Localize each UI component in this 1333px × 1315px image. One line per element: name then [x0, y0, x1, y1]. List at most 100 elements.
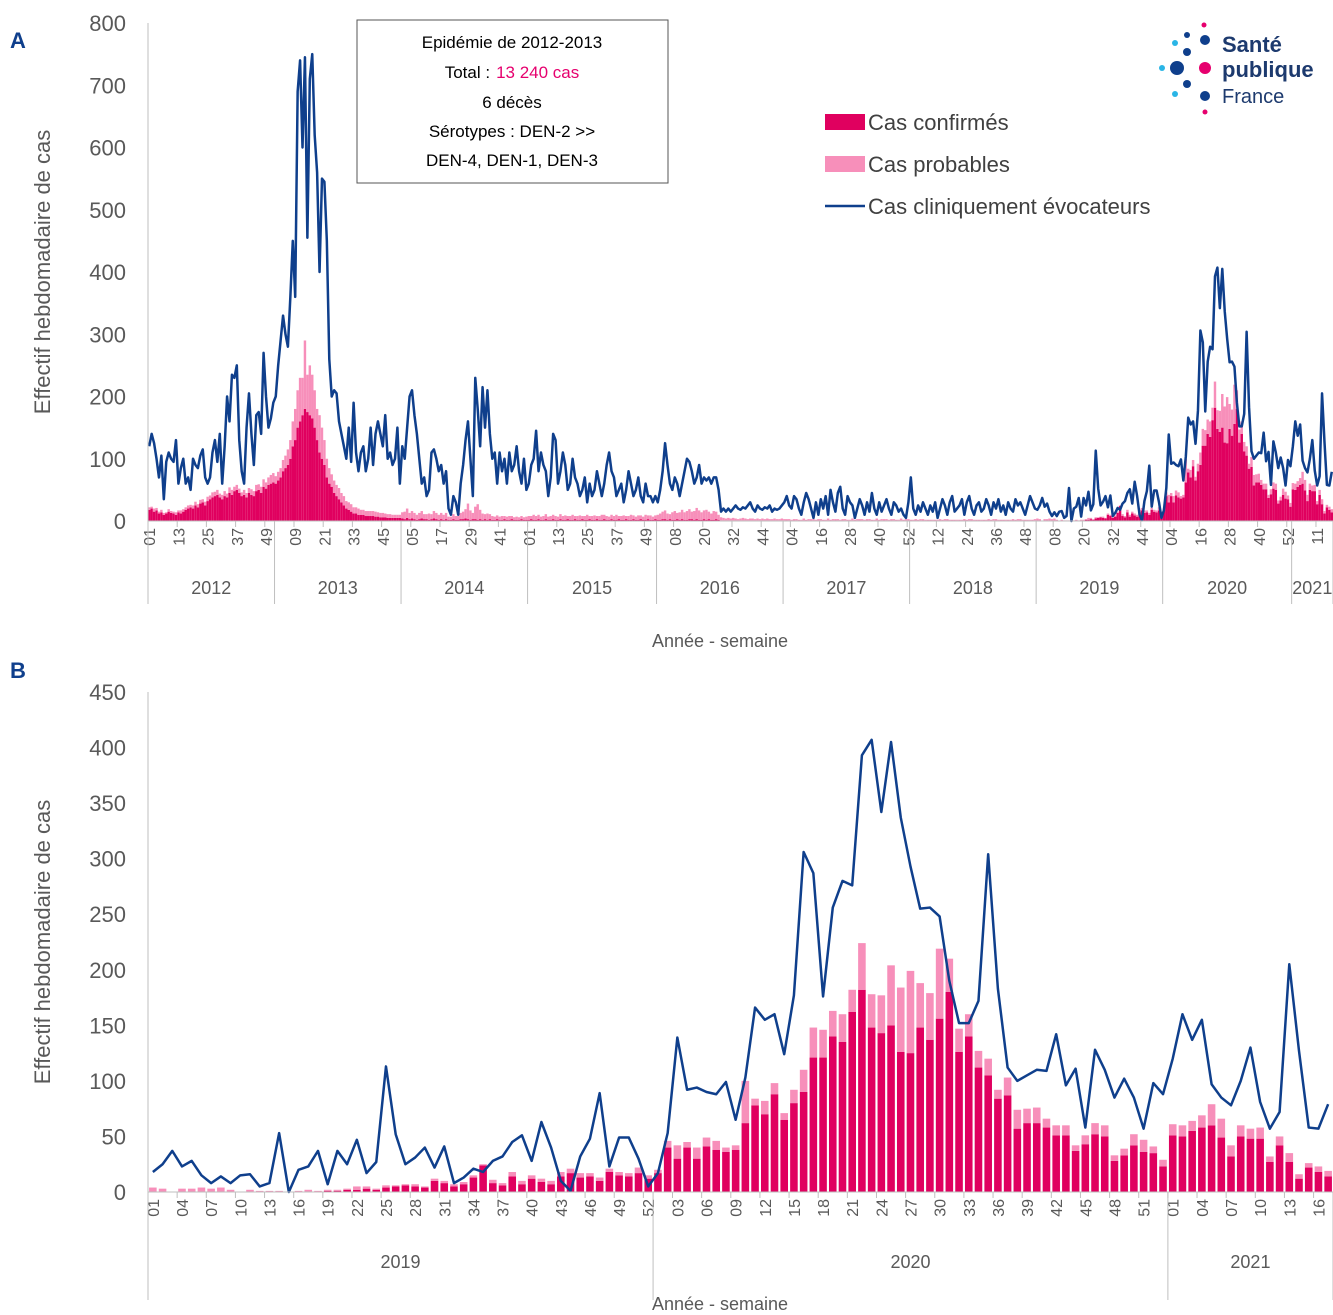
- bar: [411, 1186, 419, 1192]
- bar: [992, 519, 995, 521]
- bar: [1286, 495, 1290, 500]
- bar: [240, 492, 243, 497]
- bar: [1194, 480, 1197, 521]
- bar: [668, 519, 672, 521]
- bar: [1267, 497, 1270, 521]
- bar: [634, 516, 638, 520]
- bar: [819, 519, 823, 521]
- bar: [366, 511, 370, 517]
- bar: [242, 489, 246, 495]
- bar: [518, 1184, 526, 1192]
- bar: [1143, 510, 1146, 513]
- bar: [753, 519, 757, 521]
- bar: [1152, 511, 1156, 521]
- bar: [731, 1149, 740, 1192]
- bar: [382, 1185, 390, 1188]
- bar: [931, 519, 934, 521]
- y-tick-label: 300: [89, 322, 126, 347]
- bar: [1114, 515, 1117, 517]
- bar: [1184, 482, 1188, 521]
- bar: [242, 494, 246, 521]
- bar: [240, 496, 243, 521]
- bar: [1118, 506, 1122, 521]
- bar: [1159, 1159, 1167, 1167]
- bar: [410, 511, 414, 519]
- x-tick-label: 48: [1107, 1199, 1124, 1217]
- bar: [208, 499, 212, 521]
- bar: [1014, 519, 1017, 521]
- bar: [179, 513, 183, 521]
- bar: [303, 408, 307, 521]
- bar: [722, 1152, 730, 1192]
- bar: [381, 512, 385, 518]
- x-tick-label: 40: [1252, 528, 1269, 546]
- bar: [1032, 1123, 1041, 1192]
- bar: [167, 511, 170, 521]
- bar: [532, 514, 535, 520]
- bar: [1104, 518, 1107, 521]
- bar: [841, 519, 844, 521]
- bar: [220, 499, 224, 521]
- bar: [936, 519, 939, 521]
- bar: [1114, 516, 1117, 521]
- bar: [152, 511, 156, 521]
- y-tick-label: 200: [89, 958, 126, 983]
- bar: [799, 1069, 808, 1092]
- bar: [421, 1187, 429, 1192]
- bar: [469, 519, 472, 521]
- bar: [1159, 1166, 1167, 1192]
- bar: [1262, 489, 1265, 521]
- bar: [459, 519, 462, 521]
- bar: [1172, 496, 1175, 503]
- bar: [466, 519, 470, 521]
- bar: [603, 514, 606, 520]
- y-axis-title: Effectif hebdomadaire de cas: [30, 130, 55, 415]
- logo-dot: [1184, 32, 1190, 38]
- bar: [291, 446, 294, 521]
- bar: [483, 519, 487, 521]
- bar: [155, 507, 158, 511]
- bar: [671, 519, 674, 521]
- bar: [401, 1185, 410, 1192]
- bar: [1126, 512, 1129, 521]
- x-tick-label: 37: [496, 1199, 513, 1217]
- bar: [296, 427, 299, 521]
- bar: [1225, 443, 1229, 521]
- bar: [381, 517, 385, 521]
- bar: [323, 1189, 332, 1191]
- bar: [230, 489, 234, 495]
- bar: [1109, 516, 1112, 521]
- bar: [693, 1147, 701, 1159]
- bar: [627, 516, 630, 520]
- bar: [471, 512, 475, 520]
- bar: [1235, 408, 1239, 521]
- bar: [281, 471, 285, 521]
- bar: [376, 516, 380, 521]
- bar: [333, 1190, 342, 1192]
- bar: [459, 512, 462, 520]
- logo-dot: [1200, 91, 1210, 101]
- y-tick-label: 400: [89, 736, 126, 761]
- bar: [1152, 509, 1156, 512]
- bar: [607, 516, 611, 520]
- bar: [1148, 514, 1151, 521]
- bar: [1123, 516, 1127, 518]
- bar: [1315, 501, 1319, 505]
- bar: [615, 519, 618, 521]
- x-tick-label: 13: [1282, 1199, 1299, 1217]
- bar: [877, 1033, 886, 1192]
- bar: [238, 488, 241, 493]
- bar: [1196, 471, 1200, 521]
- bar: [1187, 468, 1190, 473]
- x-tick-label: 11: [1310, 528, 1327, 545]
- bar: [517, 519, 521, 521]
- x-tick-label: 24: [874, 1199, 891, 1217]
- bar: [1092, 519, 1095, 521]
- bar: [174, 514, 178, 521]
- bar: [447, 516, 450, 520]
- bar: [478, 509, 482, 520]
- bar: [1257, 473, 1261, 483]
- bar: [274, 476, 277, 484]
- bar: [714, 519, 718, 521]
- bar: [935, 1018, 944, 1192]
